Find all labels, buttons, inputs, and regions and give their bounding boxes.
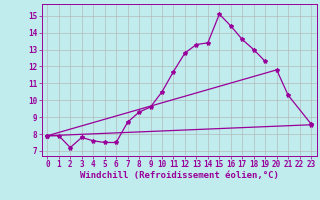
X-axis label: Windchill (Refroidissement éolien,°C): Windchill (Refroidissement éolien,°C) bbox=[80, 171, 279, 180]
